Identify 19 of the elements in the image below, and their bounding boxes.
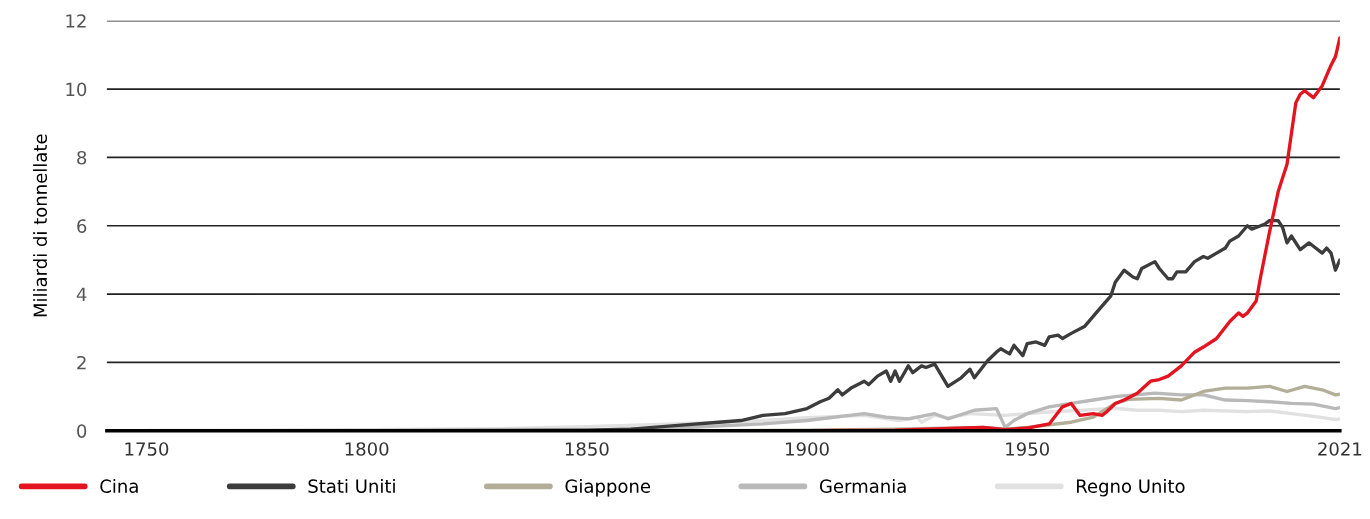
x-tick-label: 1800 xyxy=(345,442,389,456)
y-tick-label: 8 xyxy=(77,150,87,165)
legend-label: Regno Unito xyxy=(1077,478,1185,497)
y-tick-label: 10 xyxy=(66,82,87,97)
x-tick-label: 1900 xyxy=(786,442,829,456)
y-tick-label: 12 xyxy=(66,14,86,28)
x-tick-label: 1850 xyxy=(565,442,609,456)
y-tick-label: 4 xyxy=(76,287,87,301)
y-tick-label: 0 xyxy=(77,424,87,438)
legend-label: Cina xyxy=(100,478,138,493)
y-axis-title: Miliardi di tonnellate xyxy=(33,134,48,317)
x-tick-label: 1750 xyxy=(125,442,169,456)
y-tick-label: 6 xyxy=(77,219,87,233)
y-tick-label: 2 xyxy=(77,355,86,370)
x-tick-label: 1950 xyxy=(1006,442,1049,456)
legend-label: Stati Uniti xyxy=(308,478,395,493)
x-tick-label: 2021 xyxy=(1318,442,1362,456)
legend-label: Giappone xyxy=(565,478,651,497)
legend-label: Germania xyxy=(819,478,906,493)
